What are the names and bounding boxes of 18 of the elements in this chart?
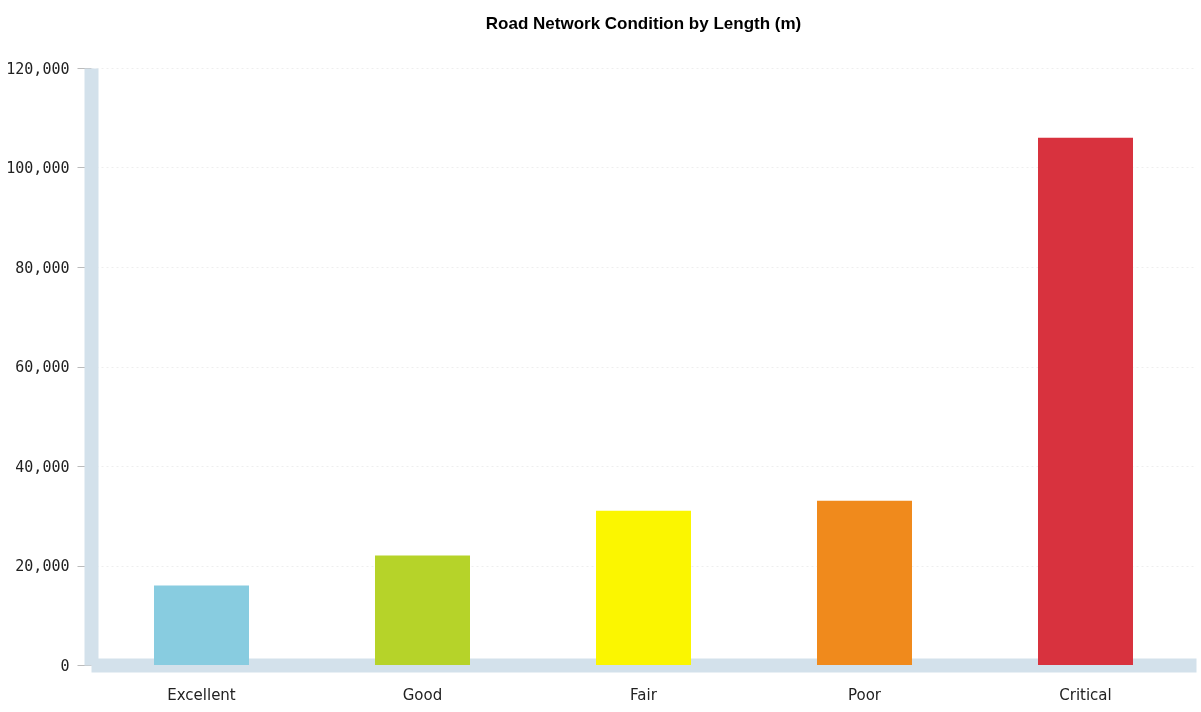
bar — [817, 500, 912, 665]
bar — [1038, 137, 1133, 665]
bar — [375, 555, 470, 665]
y-tick-label: 40,000 — [15, 457, 70, 476]
x-tick-label: Critical — [1059, 685, 1112, 704]
x-tick-label: Fair — [630, 685, 658, 704]
y-tick-label: 80,000 — [15, 258, 70, 277]
y-tick-label: 20,000 — [15, 557, 70, 575]
x-tick-label: Poor — [847, 685, 882, 704]
x-tick-label: Excellent — [167, 685, 236, 704]
y-tick-label: 0 — [60, 656, 70, 675]
y-tick-label: 60,000 — [15, 358, 70, 376]
y-tick-label: 100,000 — [6, 159, 70, 177]
x-tick-label: Good — [402, 685, 443, 704]
chart-title: Road Network Condition by Length (m) — [485, 14, 802, 33]
bar — [154, 585, 249, 665]
bar — [596, 510, 691, 665]
y-tick-label: 120,000 — [6, 59, 70, 78]
